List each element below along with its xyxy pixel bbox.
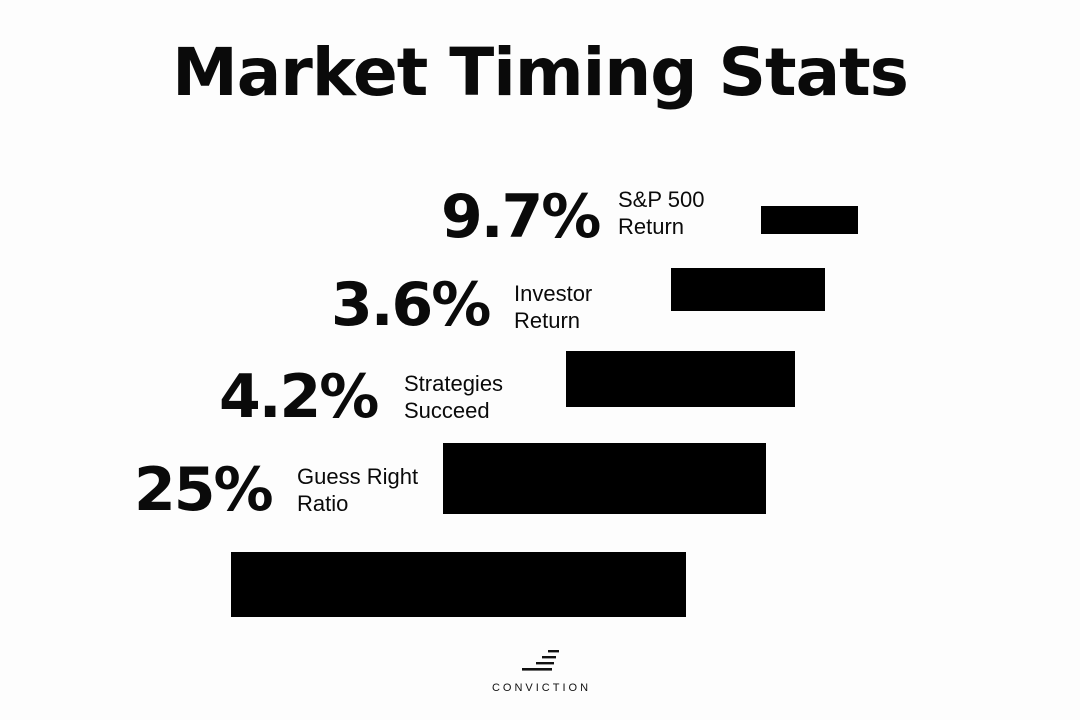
stat-label-line: S&P 500: [618, 187, 705, 212]
stat-bar-investor: [671, 268, 825, 311]
stat-bar-sp500: [761, 206, 858, 234]
stat-value-strategies: 4.2%: [219, 362, 379, 432]
stat-bar-guess-right: [443, 443, 766, 514]
stat-label-line: Return: [514, 308, 581, 333]
page-title: Market Timing Stats: [172, 34, 909, 111]
stat-label-line: Guess Right: [297, 464, 419, 489]
stat-label-line: Strategies: [404, 371, 504, 396]
stat-label-line: Ratio: [297, 491, 349, 516]
stat-bar-strategies: [566, 351, 795, 407]
brand-logo: CONVICTION: [0, 648, 1080, 694]
stat-label-line: Investor: [514, 281, 593, 306]
stat-label-line: Succeed: [404, 398, 490, 423]
brand-name: CONVICTION: [491, 682, 592, 694]
stat-label-sp500: S&P 500 Return: [618, 186, 704, 240]
stat-value-sp500: 9.7%: [441, 182, 601, 252]
stat-value-guess-right: 25%: [134, 455, 274, 525]
staircase-logo-icon: [522, 650, 559, 671]
stat-label-guess-right: Guess Right Ratio: [297, 463, 418, 517]
stat-label-line: Return: [618, 214, 685, 239]
stat-value-investor: 3.6%: [331, 270, 491, 340]
base-bar: [231, 552, 686, 617]
stat-label-investor: Investor Return: [514, 280, 592, 334]
stat-label-strategies: Strategies Succeed: [404, 370, 503, 424]
